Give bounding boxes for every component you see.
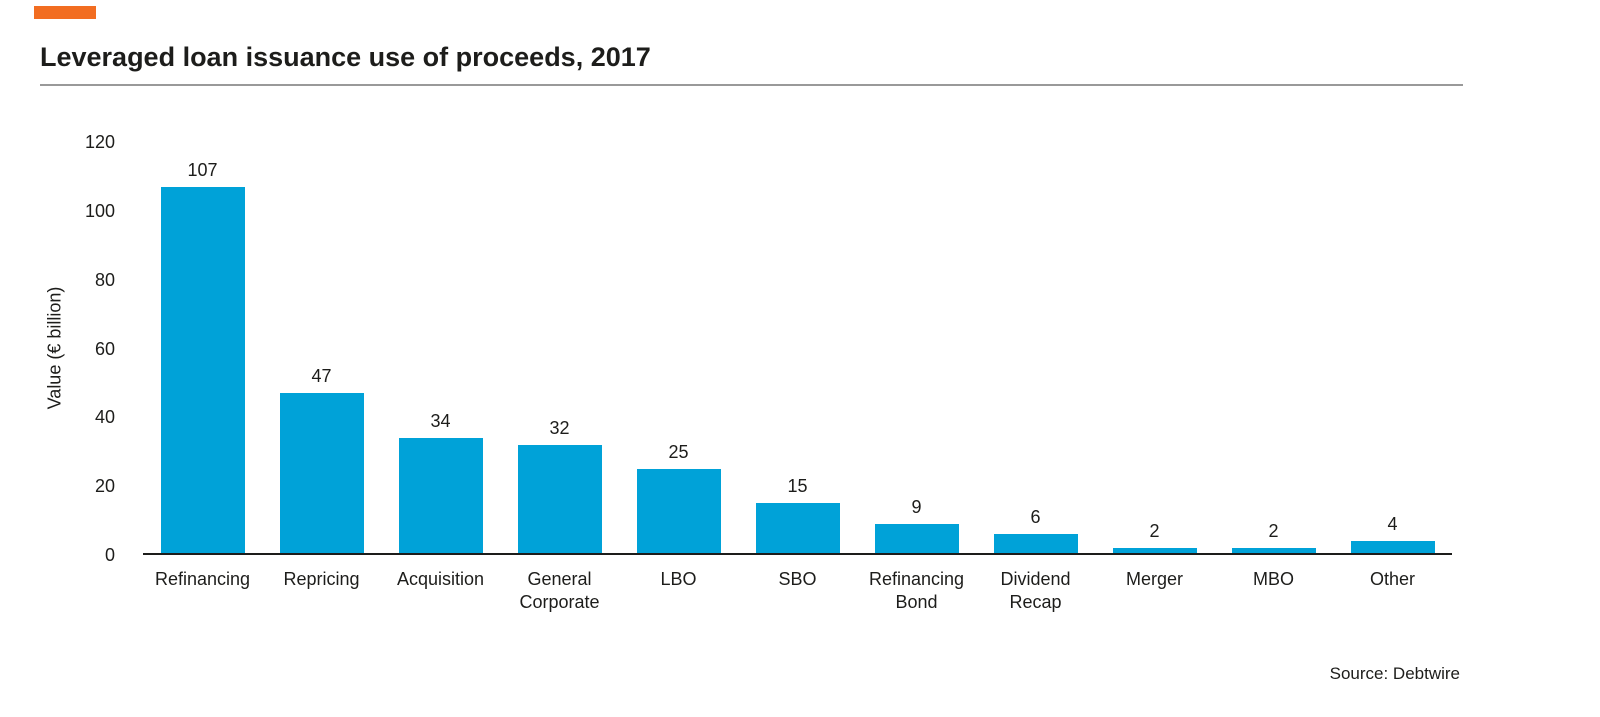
y-tick-label: 20: [94, 476, 115, 497]
x-category-label: Refinancing: [154, 569, 251, 589]
bar: [755, 503, 840, 555]
bar: [874, 524, 959, 555]
bar-value-label: 2: [1268, 521, 1279, 541]
bar: [636, 469, 721, 555]
y-tick-label: 120: [84, 132, 115, 153]
x-category-label: Refinancing Bond: [868, 569, 965, 612]
source-note: Source: Debtwire: [1329, 664, 1460, 683]
bar-value-label: 9: [911, 497, 922, 517]
x-category-label: MBO: [1252, 569, 1294, 589]
bar-value-label: 32: [549, 418, 570, 438]
x-axis-line: [143, 553, 1452, 555]
chart-title: Leveraged loan issuance use of proceeds,…: [40, 42, 651, 72]
y-tick-label: 80: [94, 269, 115, 290]
title-rule: [40, 84, 1463, 86]
bar-value-label: 25: [668, 442, 689, 462]
x-category-label: Other: [1369, 569, 1416, 589]
bar-value-label: 47: [311, 366, 332, 386]
x-category-label: SBO: [778, 569, 817, 589]
y-tick-label: 0: [104, 545, 115, 565]
bar: [160, 187, 245, 555]
x-category-label: Merger: [1125, 569, 1183, 589]
bar-value-label: 34: [430, 411, 451, 431]
bar: [517, 445, 602, 555]
bar-value-label: 107: [187, 160, 218, 180]
bar-value-label: 2: [1149, 521, 1160, 541]
bar-value-label: 15: [787, 476, 808, 496]
brand-accent-mark: [34, 6, 96, 19]
bar: [279, 393, 364, 555]
x-category-label: Acquisition: [396, 569, 485, 589]
bar: [1112, 548, 1197, 555]
x-category-label: General Corporate: [519, 569, 600, 612]
bar-value-label: 6: [1030, 507, 1041, 527]
y-tick-label: 100: [84, 201, 115, 221]
x-category-label: Dividend Recap: [1000, 569, 1071, 612]
y-tick-label: 60: [94, 338, 115, 359]
bar: [1350, 541, 1435, 555]
bar: [993, 534, 1078, 555]
x-category-label: Repricing: [283, 569, 360, 589]
bar: [1231, 548, 1316, 555]
x-category-label: LBO: [660, 569, 697, 589]
bar: [398, 438, 483, 555]
bar-value-label: 4: [1387, 514, 1398, 534]
y-tick-label: 40: [94, 407, 115, 428]
